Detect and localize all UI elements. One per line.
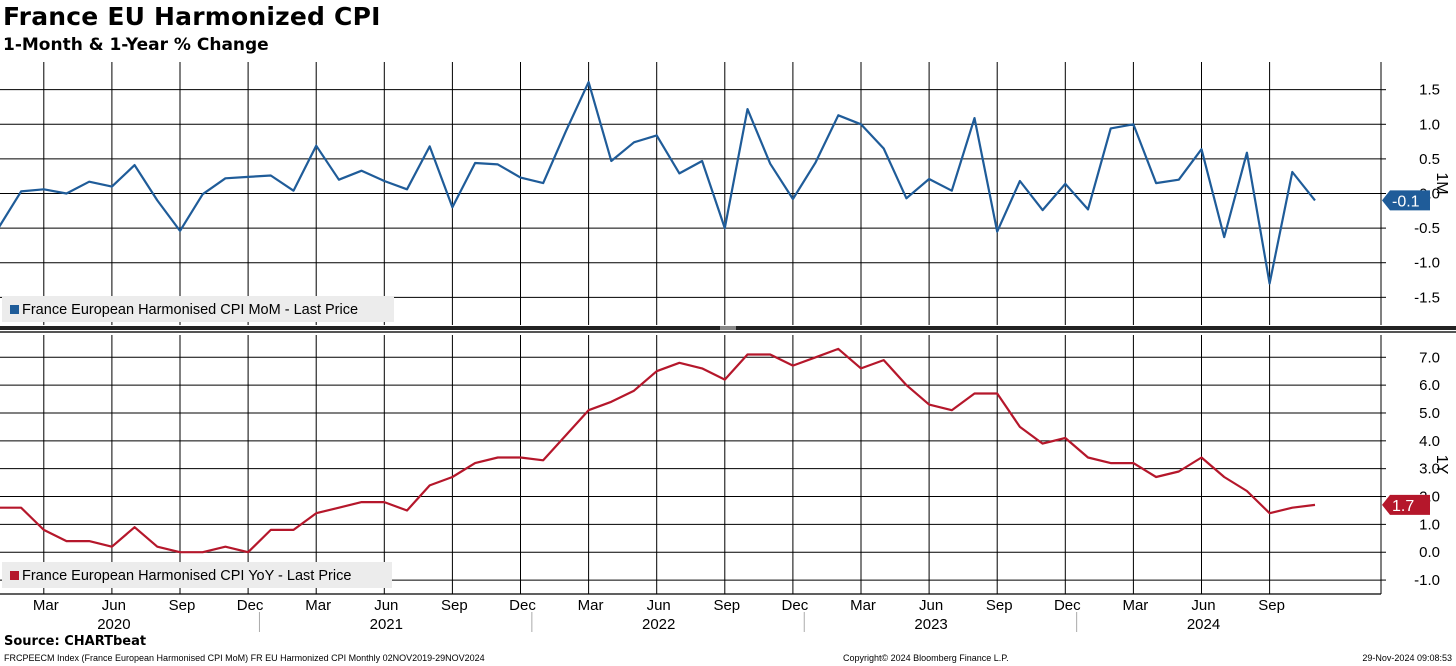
year-label-3: 2023 [914,616,947,633]
xtick-label-3: Sep [169,597,196,614]
ytick-label-1m-1: -1.0 [1414,255,1440,272]
year-label-1: 2021 [370,616,403,633]
xtick-label-8: Dec [509,597,536,614]
chart-subtitle: 1-Month & 1-Year % Change [3,35,269,55]
last-value-badge-1y [1382,494,1430,515]
panel-resize-handle [720,326,736,330]
xtick-label-17: Mar [1122,597,1148,614]
xtick-label-14: Jun [919,597,943,614]
ytick-label-1y-4: 3.0 [1419,461,1440,478]
ytick-label-1y-1: 0.0 [1419,544,1440,561]
ytick-label-1y-2: 1.0 [1419,516,1440,533]
ytick-label-1y-8: 7.0 [1419,349,1440,366]
legend-label-1y: France European Harmonised CPI YoY - Las… [22,568,351,584]
xtick-label-6: Jun [374,597,398,614]
series-line-1y [0,347,1316,554]
ytick-label-1y-0: -1.0 [1414,572,1440,589]
legend-label-1m: France European Harmonised CPI MoM - Las… [22,302,358,318]
xtick-label-16: Dec [1054,597,1081,614]
last-value-label-1y: 1.7 [1392,498,1414,515]
last-value-badge-1m [1382,190,1430,211]
xtick-label-18: Jun [1191,597,1215,614]
xtick-label-19: Sep [1258,597,1285,614]
year-label-2: 2022 [642,616,675,633]
legend-swatch-1m [10,305,19,314]
legend-box-1m [2,296,394,322]
footer-copyright: Copyright© 2024 Bloomberg Finance L.P. [843,653,1009,663]
ytick-label-1y-6: 5.0 [1419,405,1440,422]
legend-swatch-1y [10,571,19,580]
xtick-label-10: Jun [647,597,671,614]
xtick-label-9: Mar [578,597,604,614]
footer-index-info: FRCPEECM Index (France European Harmonis… [4,653,485,663]
xtick-label-5: Mar [305,597,331,614]
ytick-label-1m-2: -0.5 [1414,220,1440,237]
ytick-label-1m-4: 0.5 [1419,151,1440,168]
ytick-label-1m-6: 1.5 [1419,82,1440,99]
ytick-label-1y-7: 6.0 [1419,377,1440,394]
xtick-label-2: Jun [102,597,126,614]
panel-separator-thin [0,331,1456,333]
year-label-0: 2020 [97,616,130,633]
panel-label-1m: 1M [1433,172,1450,194]
last-value-label-1m: -0.1 [1392,193,1420,210]
ytick-label-1m-0: -1.5 [1414,289,1440,306]
xtick-label-7: Sep [441,597,468,614]
ytick-label-1m-5: 1.0 [1419,116,1440,133]
source-note: Source: CHARTbeat [4,634,147,649]
xtick-label-13: Mar [850,597,876,614]
panel-label-1y: 1Y [1433,455,1450,475]
series-line-1m [0,80,1316,285]
xtick-label-11: Sep [713,597,740,614]
chart-title: France EU Harmonized CPI [3,2,381,31]
xtick-label-12: Dec [782,597,809,614]
xtick-label-1: Mar [33,597,59,614]
footer-timestamp: 29-Nov-2024 09:08:53 [1362,653,1452,663]
ytick-label-1y-5: 4.0 [1419,433,1440,450]
legend-box-1y [2,562,392,588]
year-label-4: 2024 [1187,616,1220,633]
xtick-label-4: Dec [237,597,264,614]
xtick-label-15: Sep [986,597,1013,614]
